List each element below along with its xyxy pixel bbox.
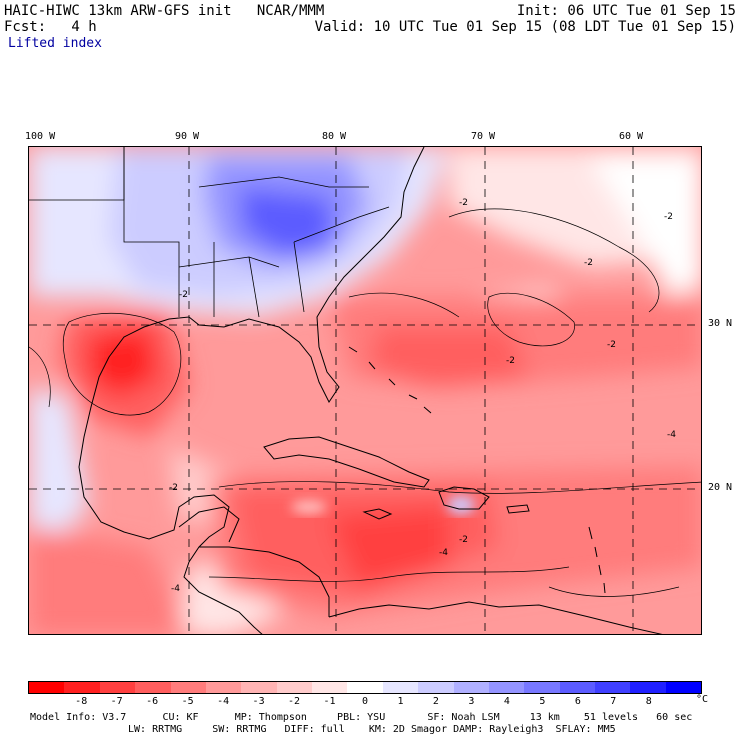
contour-label: -2	[459, 198, 468, 208]
colorbar-cell	[559, 682, 595, 693]
colorbar-cell	[64, 682, 100, 693]
colorbar-cell	[276, 682, 312, 693]
colorbar-tick-label: -5	[181, 696, 194, 707]
contour-label: -2	[459, 535, 468, 545]
colorbar-tick-label: 1	[397, 696, 404, 707]
contour-label: -4	[171, 584, 180, 594]
colorbar-cell	[665, 682, 702, 693]
contour-label: -2	[584, 258, 593, 268]
forecast-hour: Fcst: 4 h	[4, 19, 97, 35]
colorbar-tick-label: -4	[217, 696, 230, 707]
contour-label: -4	[667, 430, 676, 440]
valid-time: Valid: 10 UTC Tue 01 Sep 15 (08 LDT Tue …	[314, 19, 736, 35]
colorbar-cell	[488, 682, 525, 693]
colorbar	[28, 681, 702, 694]
field-shading	[29, 147, 701, 634]
lon-label-90w: 90 W	[175, 131, 200, 142]
colorbar-tick-label: -8	[75, 696, 88, 707]
colorbar-cell	[135, 682, 171, 693]
colorbar-tick-label: -3	[252, 696, 265, 707]
colorbar-cell	[241, 682, 277, 693]
colorbar-tick-label: -2	[288, 696, 301, 707]
lat-label-20n: 20 N	[708, 482, 733, 493]
colorbar-tick-label: 8	[645, 696, 652, 707]
field-name: Lifted index	[8, 36, 102, 51]
lat-label-30n: 30 N	[708, 318, 733, 329]
colorbar-cell	[312, 682, 348, 693]
latlon-grid	[29, 147, 701, 634]
model-info-line1: Model Info: V3.7 CU: KF MP: Thompson PBL…	[30, 712, 693, 723]
colorbar-tick-label: -7	[110, 696, 123, 707]
lon-label-60w: 60 W	[619, 131, 644, 142]
contour-lines	[29, 208, 701, 597]
lon-label-70w: 70 W	[471, 131, 496, 142]
colorbar-cell	[595, 682, 631, 693]
contour-label: -2	[179, 290, 188, 300]
colorbar-tick-label: 5	[539, 696, 546, 707]
colorbar-cell	[630, 682, 666, 693]
contour-label: -2	[169, 483, 178, 493]
colorbar-cell	[382, 682, 419, 693]
colorbar-tick-label: 7	[610, 696, 617, 707]
lon-label-80w: 80 W	[322, 131, 347, 142]
coastlines	[78, 147, 663, 634]
colorbar-cell	[524, 682, 560, 693]
lifted-index-map: -2 -2 -2 -2 -2 -2 -4 -4 -4 -2 -2	[28, 146, 702, 635]
colorbar-tick-label: 6	[574, 696, 581, 707]
lon-label-100w: 100 W	[25, 131, 56, 142]
model-title: HAIC-HIWC 13km ARW-GFS init NCAR/MMM	[4, 3, 325, 19]
colorbar-tick-label: -1	[323, 696, 336, 707]
colorbar-tick-label: 3	[468, 696, 475, 707]
contour-label: -4	[439, 548, 448, 558]
init-time: Init: 06 UTC Tue 01 Sep 15	[516, 3, 736, 19]
state-boundaries	[29, 147, 390, 318]
colorbar-tick-label: 0	[361, 696, 369, 707]
colorbar-cell	[99, 682, 136, 693]
colorbar-tick-label: 2	[432, 696, 439, 707]
colorbar-cell	[453, 682, 489, 693]
colorbar-tick-label: -6	[146, 696, 159, 707]
contour-label-group: -2 -2 -2 -2 -2 -2 -4 -4 -4 -2 -2	[169, 198, 676, 594]
colorbar-cell	[170, 682, 206, 693]
colorbar-cell	[29, 682, 65, 693]
colorbar-cell	[347, 682, 383, 693]
contour-label: -2	[506, 356, 515, 366]
contour-label: -2	[664, 212, 673, 222]
colorbar-tick-label: 4	[503, 696, 510, 707]
contour-label: -2	[607, 340, 616, 350]
colorbar-unit: °C	[696, 694, 709, 705]
colorbar-cell	[205, 682, 242, 693]
colorbar-cell	[418, 682, 454, 693]
model-info-line2: LW: RRTMG SW: RRTMG DIFF: full KM: 2D Sm…	[128, 724, 616, 735]
